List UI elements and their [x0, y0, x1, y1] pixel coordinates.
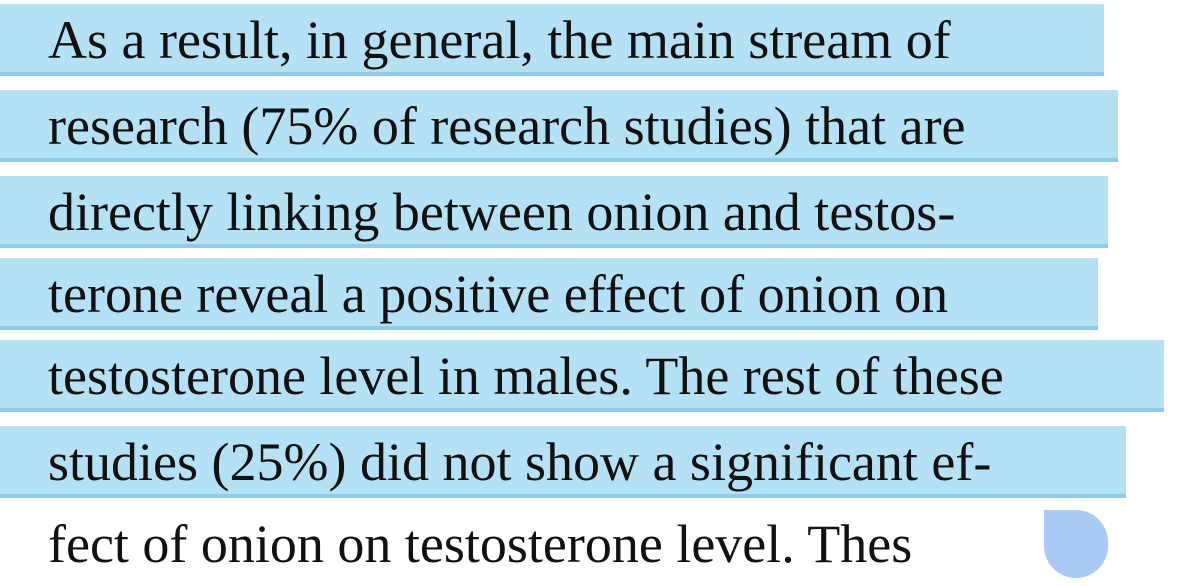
line-text: fect of onion on testosterone level. The… — [48, 514, 913, 574]
line-text: testosterone level in males. The rest of… — [48, 346, 1004, 406]
selected-text-line[interactable]: directly linking between onion and testo… — [0, 176, 1108, 248]
selection-end-handle[interactable] — [1044, 510, 1108, 578]
text-line: fect of onion on testosterone level. The… — [0, 508, 1060, 580]
selected-text-line[interactable]: testosterone level in males. The rest of… — [0, 340, 1164, 412]
selected-text-line[interactable]: research (75% of research studies) that … — [0, 90, 1118, 162]
line-text: directly linking between onion and testo… — [48, 182, 956, 242]
line-text: research (75% of research studies) that … — [48, 96, 966, 156]
selected-text-line[interactable]: terone reveal a positive effect of onion… — [0, 258, 1098, 330]
selected-text-line[interactable]: As a result, in general, the main stream… — [0, 4, 1104, 76]
line-text: As a result, in general, the main stream… — [48, 10, 951, 70]
line-text: terone reveal a positive effect of onion… — [48, 264, 949, 324]
selected-text-line[interactable]: studies (25%) did not show a significant… — [0, 426, 1126, 498]
line-text: studies (25%) did not show a significant… — [48, 432, 992, 492]
